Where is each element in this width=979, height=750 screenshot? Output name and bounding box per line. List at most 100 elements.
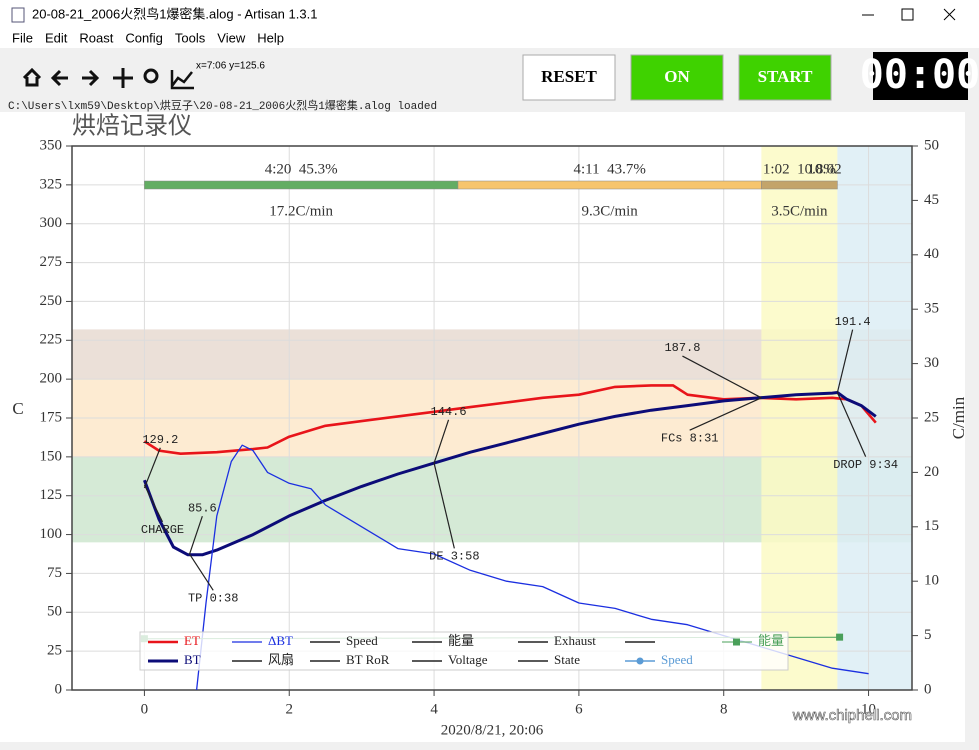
annotation: CHARGE [141, 523, 184, 537]
y2-tick-label: 0 [924, 681, 932, 697]
button[interactable] [630, 54, 724, 101]
y2-tick-label: 30 [924, 355, 939, 371]
annotation: 85.6 [188, 501, 217, 515]
menu-item[interactable]: Config [125, 30, 163, 45]
annotation: 144.6 [431, 405, 467, 419]
chart-title: 烘焙记录仪 [72, 113, 192, 140]
y2-tick-label: 15 [924, 518, 939, 534]
phase-label: 4:20 45.3% [265, 161, 338, 177]
series-line [143, 384, 877, 455]
annotation-leader [433, 419, 450, 464]
phase-rate: 3.5C/min [771, 203, 828, 219]
cursor-readout: x=7:06 y=125.6 [196, 61, 265, 72]
annotation-leader [836, 392, 867, 457]
status-line: C:\Users\lxm59\Desktop\烘豆子\20-08-21_2006… [8, 98, 437, 113]
zoom-icon[interactable] [143, 68, 159, 84]
button[interactable] [738, 54, 832, 101]
legend-label: Speed [661, 652, 693, 667]
y2-axis-label: C/min [949, 396, 968, 439]
phase-label: 4:11 43.7% [573, 161, 645, 177]
menu-item[interactable]: File [12, 30, 33, 45]
y2-tick-label: 20 [924, 464, 939, 480]
legend-label: 风扇 [268, 652, 294, 667]
annotation-leader [189, 554, 214, 591]
x-tick-label: 8 [720, 701, 728, 717]
y2-tick-label: 35 [924, 301, 939, 317]
button-label[interactable]: START [758, 67, 813, 86]
menu-item[interactable]: Help [257, 30, 284, 45]
button-label[interactable]: RESET [541, 67, 597, 86]
y-tick-label: 325 [40, 176, 63, 192]
watermark: www.chiphell.com [792, 707, 912, 724]
y-tick-label: 100 [40, 526, 63, 542]
phase-bar [761, 180, 838, 190]
annotation-leader [689, 397, 762, 431]
x-tick-label: 2 [285, 701, 293, 717]
y-axis-label: C [12, 399, 23, 418]
series-line [142, 391, 877, 557]
y-tick-label: 300 [40, 215, 63, 231]
menu-item[interactable]: Roast [79, 30, 113, 45]
timer: 00:00 [860, 52, 979, 98]
maximize[interactable] [901, 8, 914, 21]
legend-label: ET [184, 633, 200, 648]
y2-tick-label: 45 [924, 192, 939, 208]
y-tick-label: 0 [55, 681, 63, 697]
legend-marker [733, 638, 740, 646]
title-bar [0, 0, 979, 30]
y-tick-label: 150 [40, 448, 63, 464]
phase-rate: 9.3C/min [582, 203, 639, 219]
y-tick-label: 125 [40, 487, 63, 503]
legend-label: Speed [346, 633, 378, 648]
y-tick-label: 250 [40, 293, 63, 309]
annotation-leader [188, 515, 203, 555]
series-marker [836, 633, 844, 641]
back-icon[interactable] [50, 69, 68, 87]
phase-rate: 17.2C/min [269, 203, 333, 219]
end-time: 10:02 [807, 161, 841, 177]
legend-label: Voltage [448, 652, 488, 667]
pan-icon[interactable] [113, 68, 133, 88]
menu-bar [0, 30, 979, 48]
legend-label: State [554, 652, 580, 667]
y-tick-label: 225 [40, 332, 63, 348]
legend-label: 能量 [758, 633, 784, 648]
x-tick-label: 0 [141, 701, 149, 717]
plot-frame [71, 145, 913, 691]
legend-marker [636, 657, 644, 665]
y2-tick-label: 50 [924, 137, 939, 153]
close[interactable] [943, 8, 956, 21]
timer-box [873, 52, 968, 100]
y2-tick-label: 10 [924, 573, 939, 589]
forward-icon[interactable] [82, 69, 100, 87]
phase-label: 1:02 10.8% [763, 161, 836, 177]
app-icon [11, 7, 25, 23]
y2-tick-label: 25 [924, 409, 939, 425]
y2-tick-label: 5 [924, 627, 932, 643]
annotation: 187.8 [664, 341, 700, 355]
button[interactable] [522, 54, 616, 101]
menu-item[interactable]: View [217, 30, 246, 45]
home-icon[interactable] [22, 67, 42, 87]
annotation: FCs 8:31 [661, 431, 719, 445]
x-tick-label: 4 [430, 701, 438, 717]
chart-icon[interactable] [170, 70, 194, 90]
legend-box [139, 631, 789, 671]
annotation: DROP 9:34 [833, 458, 898, 472]
legend-label: BT RoR [346, 652, 390, 667]
annotation: TP 0:38 [188, 591, 238, 605]
legend-label: Exhaust [554, 633, 596, 648]
annotation-leader [143, 484, 164, 523]
annotation-leader [143, 447, 161, 489]
annotation: DE 3:58 [429, 550, 479, 564]
y-tick-label: 75 [47, 565, 62, 581]
y-tick-label: 25 [47, 643, 62, 659]
y-tick-label: 50 [47, 604, 62, 620]
y-tick-label: 200 [40, 371, 63, 387]
x-tick-label: 6 [575, 701, 583, 717]
menu-item[interactable]: Tools [175, 30, 206, 45]
menu-item[interactable]: Edit [45, 30, 68, 45]
button-label[interactable]: ON [664, 67, 690, 86]
toolbar-icons [22, 67, 194, 90]
